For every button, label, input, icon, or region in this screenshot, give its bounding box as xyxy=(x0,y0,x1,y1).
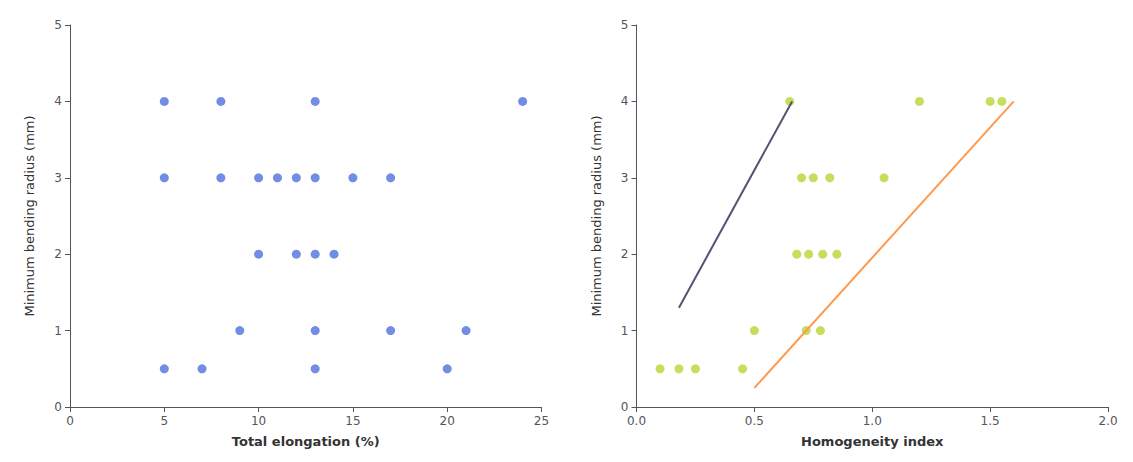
svg-text:1: 1 xyxy=(621,324,629,338)
svg-text:1.0: 1.0 xyxy=(863,414,882,428)
svg-text:Minimum bending radius (mm): Minimum bending radius (mm) xyxy=(589,115,604,316)
svg-text:0: 0 xyxy=(66,414,74,428)
svg-text:0.0: 0.0 xyxy=(627,414,646,428)
svg-text:4: 4 xyxy=(621,94,629,108)
svg-text:Total elongation (%): Total elongation (%) xyxy=(232,434,380,449)
svg-text:10: 10 xyxy=(251,414,266,428)
svg-text:2: 2 xyxy=(621,247,629,261)
svg-text:2.0: 2.0 xyxy=(1098,414,1117,428)
svg-text:1: 1 xyxy=(54,324,62,338)
svg-text:Homogeneity index: Homogeneity index xyxy=(801,434,944,449)
svg-text:Minimum bending radius (mm): Minimum bending radius (mm) xyxy=(22,115,37,316)
svg-text:1.5: 1.5 xyxy=(981,414,1000,428)
svg-text:15: 15 xyxy=(345,414,360,428)
svg-text:5: 5 xyxy=(54,18,62,32)
svg-text:3: 3 xyxy=(54,171,62,185)
svg-text:0.5: 0.5 xyxy=(745,414,764,428)
svg-text:0: 0 xyxy=(621,400,629,414)
svg-text:4: 4 xyxy=(54,94,62,108)
svg-text:5: 5 xyxy=(160,414,168,428)
svg-text:20: 20 xyxy=(440,414,455,428)
svg-text:0: 0 xyxy=(54,400,62,414)
svg-text:25: 25 xyxy=(534,414,549,428)
svg-text:5: 5 xyxy=(621,18,629,32)
svg-text:2: 2 xyxy=(54,247,62,261)
svg-text:3: 3 xyxy=(621,171,629,185)
